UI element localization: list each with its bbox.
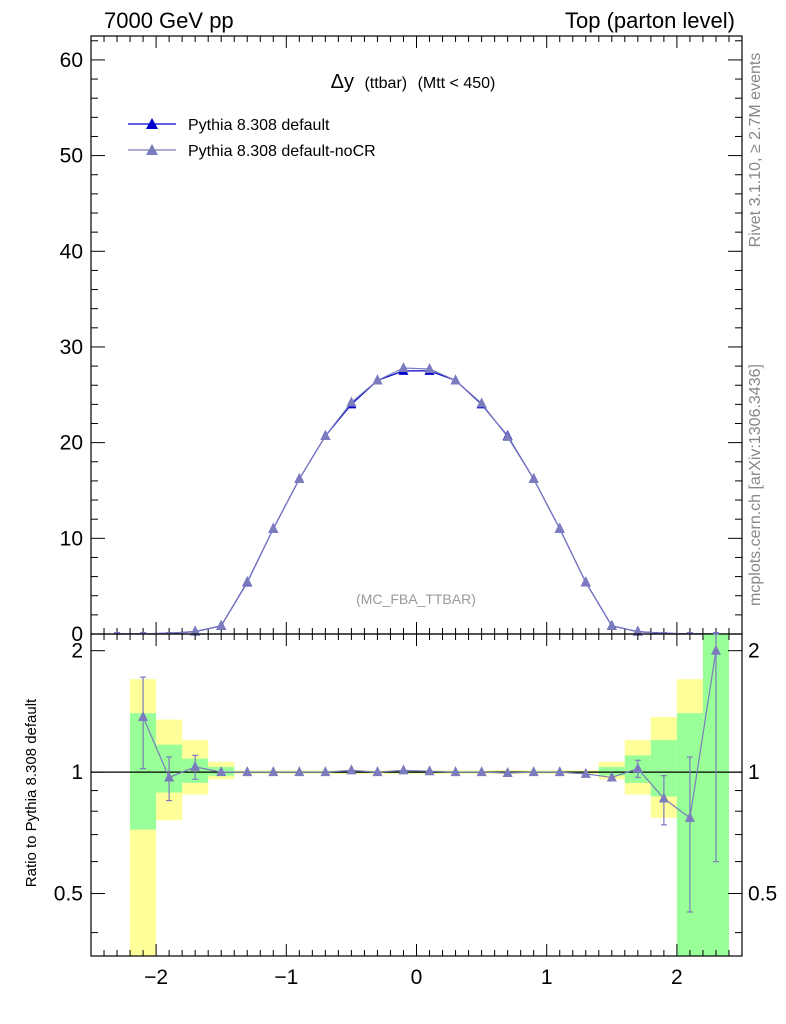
ratio-series-marker	[502, 766, 513, 777]
watermark: (MC_FBA_TTBAR)	[356, 591, 476, 607]
title-main: Δy	[331, 71, 354, 93]
ratio-series-marker	[242, 766, 253, 777]
x-tick-label: 0	[411, 966, 423, 989]
legend-label-default: Pythia 8.308 default	[188, 117, 330, 134]
series-line-1	[117, 367, 716, 635]
main-panel: 0 10 20 30 40 50 60	[60, 35, 743, 646]
x-tick-label: −2	[144, 966, 168, 989]
y-tick-label: 0	[71, 623, 83, 646]
ratio-series-marker	[424, 765, 435, 776]
ratio-series-marker	[554, 766, 565, 777]
ratio-series-marker	[606, 771, 617, 782]
ratio-series-marker	[398, 764, 409, 775]
series-marker-1	[372, 374, 383, 385]
ratio-series-marker	[216, 766, 227, 777]
ratio-series-marker	[710, 644, 721, 655]
ratio-series-marker	[684, 811, 695, 822]
title-small: (ttbar)	[364, 75, 407, 92]
ratio-series-marker	[294, 766, 305, 777]
series-marker-1	[320, 429, 331, 440]
legend-marker-default	[146, 118, 158, 129]
series-marker-1	[216, 619, 227, 630]
ratio-series-marker	[580, 767, 591, 778]
ratio-series-marker	[632, 762, 643, 773]
rivet-label: Rivet 3.1.10, ≥ 2.7M events	[747, 53, 764, 248]
series-marker-1	[424, 362, 435, 373]
series-marker-1	[450, 374, 461, 385]
legend-marker-nocr	[146, 144, 158, 155]
series-marker-1	[346, 396, 357, 407]
ratio-series-marker	[372, 766, 383, 777]
ratio-ylabel: Ratio to Pythia 8.308 default	[23, 698, 40, 887]
ratio-series-marker	[190, 760, 201, 771]
series-marker-1	[554, 522, 565, 533]
header-left: 7000 GeV pp	[104, 8, 234, 33]
ratio-panel: −2 −1 0 1 2 0.5 0.5 1 1 2 2	[54, 633, 777, 989]
series-marker-1	[632, 625, 643, 636]
ratio-frame	[90, 633, 743, 957]
ratio-series-marker	[658, 792, 669, 803]
ratio-series-marker	[476, 766, 487, 777]
ratio-y-tick-label-right: 0.5	[748, 883, 777, 906]
x-tick-label: −1	[274, 966, 298, 989]
y-tick-label: 30	[60, 336, 83, 359]
legend: Pythia 8.308 default Pythia 8.308 defaul…	[128, 117, 376, 160]
series-marker-1	[580, 576, 591, 587]
series-marker-1	[476, 397, 487, 408]
ratio-series-marker	[346, 764, 357, 775]
ratio-series-marker	[450, 766, 461, 777]
x-tick-label: 1	[541, 966, 553, 989]
ratio-y-tick-label: 0.5	[54, 883, 83, 906]
y-tick-label: 10	[60, 527, 83, 550]
plot-title: Δy (ttbar) (Mtt < 450)	[331, 71, 496, 93]
ratio-y-tick-label-right: 2	[748, 640, 760, 663]
ratio-series-marker	[268, 766, 279, 777]
ratio-series-marker	[320, 766, 331, 777]
y-tick-label: 20	[60, 432, 83, 455]
x-tick-label: 2	[671, 966, 683, 989]
series-marker-1	[294, 472, 305, 483]
y-tick-label: 40	[60, 240, 83, 263]
ratio-y-tick-label: 2	[71, 640, 83, 663]
title-cut: (Mtt < 450)	[418, 75, 496, 92]
series-marker-1	[528, 472, 539, 483]
series-marker-1	[268, 522, 279, 533]
ratio-series-marker	[138, 710, 149, 721]
ratio-y-tick-label: 1	[71, 761, 83, 784]
header-right: Top (parton level)	[565, 8, 735, 33]
series-marker-1	[502, 430, 513, 441]
ratio-band-green-5	[598, 766, 625, 776]
ratio-series-marker	[528, 766, 539, 777]
series-marker-1	[398, 362, 409, 373]
y-tick-label: 50	[60, 145, 83, 168]
legend-label-nocr: Pythia 8.308 default-noCR	[188, 143, 376, 160]
mcplots-label: mcplots.cern.ch [arXiv:1306.3436]	[747, 364, 764, 606]
y-tick-label: 60	[60, 49, 83, 72]
ratio-series-marker	[164, 771, 175, 782]
series-marker-1	[190, 625, 201, 636]
series-marker-1	[242, 575, 253, 586]
ratio-y-tick-label-right: 1	[748, 761, 760, 784]
series-marker-1	[606, 619, 617, 630]
